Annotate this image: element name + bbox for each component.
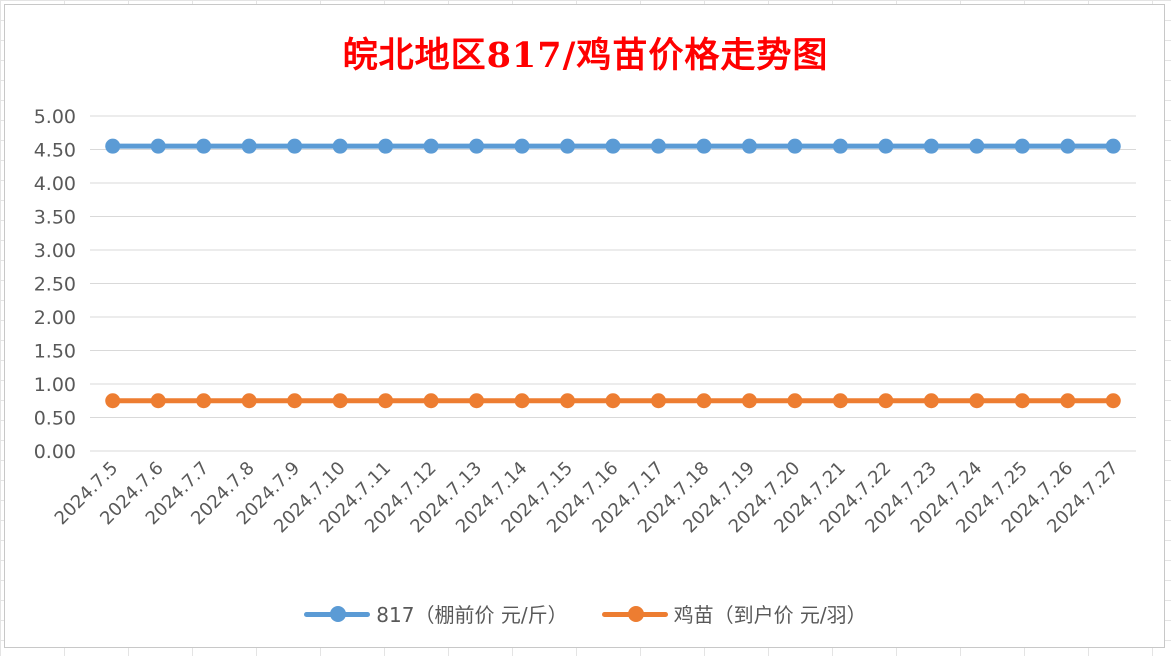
y-tick-label: 4.00	[34, 173, 76, 195]
data-point	[560, 393, 576, 409]
data-point	[423, 393, 439, 409]
data-point	[196, 138, 212, 154]
data-point	[605, 393, 621, 409]
data-point	[741, 138, 757, 154]
data-point	[1014, 393, 1030, 409]
plot-area: 0.00 0.50 1.00 1.50 2.00 2.50 3.00 3.50 4.00 4.50…	[34, 106, 1136, 537]
data-point	[1060, 393, 1076, 409]
data-point	[514, 138, 530, 154]
y-tick-label: 0.00	[34, 441, 76, 463]
data-point	[1014, 138, 1030, 154]
legend-marker-817	[304, 604, 371, 624]
legend-label-817: 817（棚前价 元/斤）	[376, 603, 568, 627]
legend-item-chick: 鸡苗（到户价 元/羽）	[601, 599, 867, 628]
data-point	[878, 138, 894, 154]
data-point	[196, 393, 212, 409]
data-point	[378, 393, 394, 409]
legend-item-817: 817（棚前价 元/斤）	[304, 599, 568, 628]
y-tick-label: 3.50	[34, 207, 76, 229]
data-point	[696, 393, 712, 409]
legend-label-chick: 鸡苗（到户价 元/羽）	[673, 603, 867, 627]
y-tick-label: 4.50	[34, 140, 76, 162]
data-point	[514, 393, 530, 409]
y-tick-label: 0.50	[34, 408, 76, 430]
y-tick-label: 5.00	[34, 106, 76, 128]
data-point	[423, 138, 439, 154]
data-point	[923, 138, 939, 154]
data-point	[287, 393, 303, 409]
data-point	[241, 138, 257, 154]
data-point	[650, 138, 666, 154]
data-point	[605, 138, 621, 154]
data-point	[378, 138, 394, 154]
data-point	[741, 393, 757, 409]
legend-marker-chick	[601, 604, 668, 624]
data-point	[1105, 393, 1121, 409]
y-tick-label: 1.00	[34, 374, 76, 396]
data-point	[832, 393, 848, 409]
data-point	[650, 393, 666, 409]
data-point	[832, 138, 848, 154]
data-point	[287, 138, 303, 154]
data-point	[969, 393, 985, 409]
data-point	[150, 393, 166, 409]
data-point	[696, 138, 712, 154]
chart-legend: 817（棚前价 元/斤） 鸡苗（到户价 元/羽）	[5, 599, 1166, 628]
data-point	[787, 138, 803, 154]
data-point	[1060, 138, 1076, 154]
y-tick-label: 2.00	[34, 307, 76, 329]
data-point	[787, 393, 803, 409]
data-point	[105, 393, 121, 409]
chart-title: 皖北地区817/鸡苗价格走势图	[342, 35, 829, 76]
data-point	[469, 393, 485, 409]
data-point	[878, 393, 894, 409]
data-point	[560, 138, 576, 154]
data-point	[105, 138, 121, 154]
data-point	[241, 393, 257, 409]
data-point	[1105, 138, 1121, 154]
y-tick-label: 1.50	[34, 341, 76, 363]
data-point	[969, 138, 985, 154]
data-point	[150, 138, 166, 154]
data-point	[332, 138, 348, 154]
data-point	[332, 393, 348, 409]
data-point	[469, 138, 485, 154]
chart-area[interactable]: 皖北地区817/鸡苗价格走势图 0.00 0.50 1.00 1.50 2.00 2.50…	[4, 4, 1165, 648]
y-tick-label: 3.00	[34, 240, 76, 262]
y-tick-label: 2.50	[34, 274, 76, 296]
data-point	[923, 393, 939, 409]
